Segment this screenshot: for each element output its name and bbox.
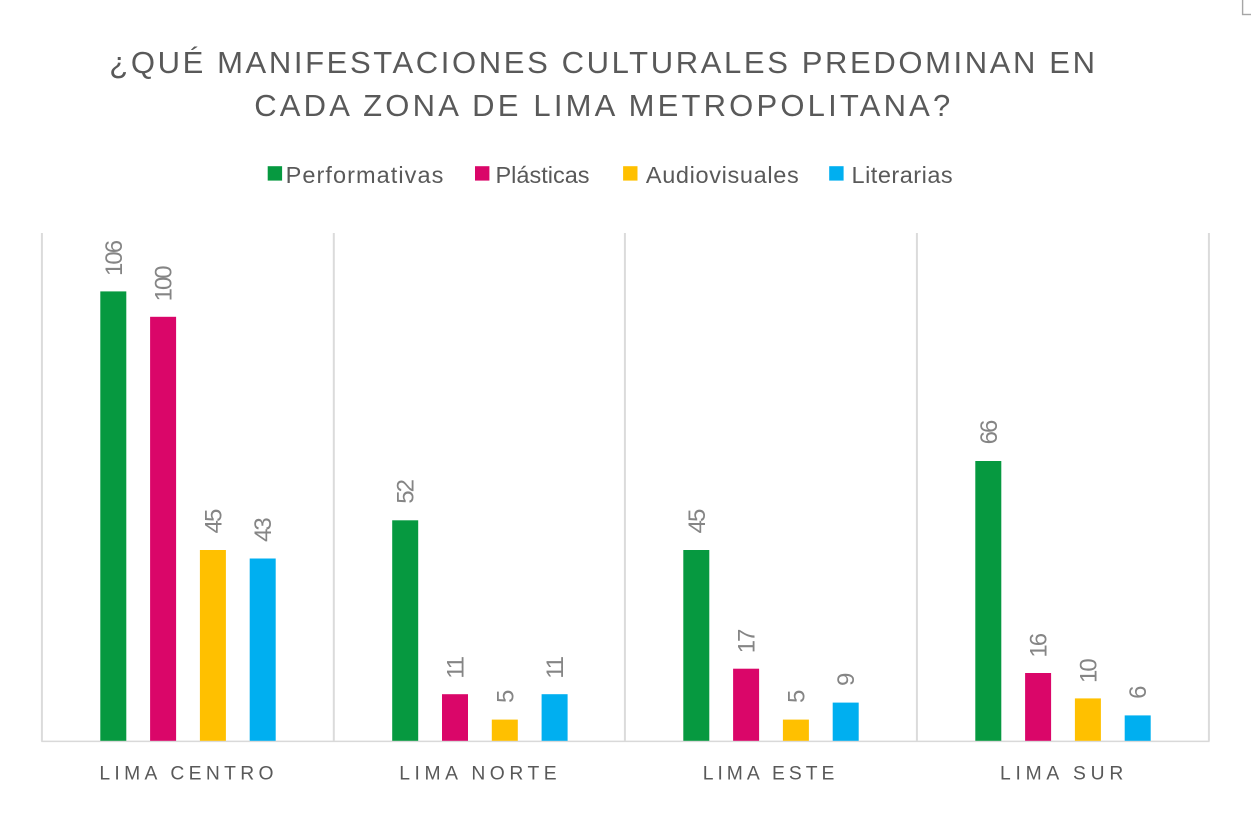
svg-text:10: 10 [1075,659,1102,683]
svg-text:LIMA SUR: LIMA SUR [1000,763,1128,784]
svg-text:66: 66 [976,420,1003,444]
svg-text:45: 45 [200,509,227,533]
svg-text:11: 11 [443,656,470,679]
svg-text:9: 9 [833,673,860,686]
svg-text:Plásticas: Plásticas [496,162,590,188]
svg-text:11: 11 [542,656,569,679]
svg-text:52: 52 [393,479,420,503]
svg-text:LIMA NORTE: LIMA NORTE [399,763,561,784]
svg-text:LIMA CENTRO: LIMA CENTRO [99,763,278,784]
svg-text:100: 100 [151,266,178,302]
svg-text:16: 16 [1026,633,1053,657]
svg-text:6: 6 [1125,686,1152,699]
svg-text:5: 5 [492,690,519,703]
svg-text:Literarias: Literarias [852,162,954,188]
svg-text:LIMA ESTE: LIMA ESTE [703,763,839,784]
svg-text:17: 17 [734,629,761,653]
svg-text:5: 5 [783,690,810,703]
svg-text:¿QUÉ MANIFESTACIONES CULTURALE: ¿QUÉ MANIFESTACIONES CULTURALES PREDOMIN… [109,45,1097,80]
svg-text:43: 43 [250,518,277,542]
svg-text:106: 106 [101,240,128,276]
svg-text:Audiovisuales: Audiovisuales [646,162,799,188]
svg-text:45: 45 [684,509,711,533]
svg-text:Performativas: Performativas [286,162,445,188]
svg-text:CADA ZONA DE LIMA METROPOLITAN: CADA ZONA DE LIMA METROPOLITANA? [254,88,953,123]
